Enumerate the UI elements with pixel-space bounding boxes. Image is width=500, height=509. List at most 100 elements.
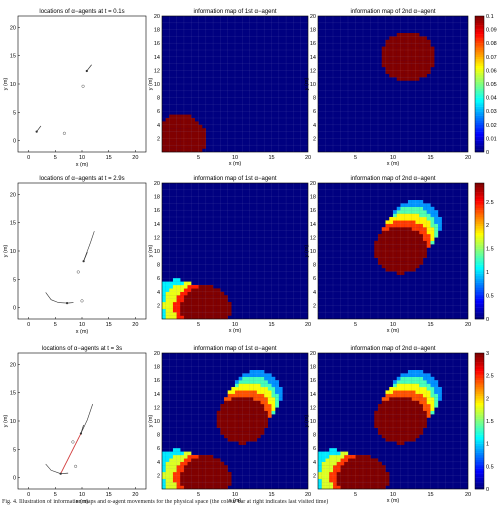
visited-cell [220, 427, 225, 432]
visited-cell [404, 410, 409, 415]
visited-cell [176, 478, 181, 483]
visited-cell [172, 478, 177, 483]
visited-cell [419, 70, 424, 74]
colorbar-step [475, 300, 484, 304]
visited-cell [385, 53, 390, 57]
visited-cell [162, 315, 166, 320]
visited-cell [393, 424, 397, 428]
visited-cell [275, 390, 279, 394]
visited-cell [404, 407, 409, 411]
colorbar-step [475, 484, 484, 487]
visited-cell [183, 458, 188, 462]
x-tick-label: 5 [354, 155, 357, 161]
visited-cell [245, 407, 250, 411]
visited-cell [194, 138, 199, 142]
visited-cell [205, 315, 210, 320]
y-tick-label: 4 [157, 290, 160, 296]
visited-cell [238, 400, 243, 405]
visited-cell [381, 254, 386, 258]
visited-cell [396, 393, 401, 398]
visited-cell [404, 257, 409, 262]
visited-cell [389, 50, 394, 54]
y-tick-label: 16 [154, 41, 160, 47]
visited-cell [321, 458, 326, 462]
visited-cell [220, 485, 225, 490]
visited-cell [348, 468, 352, 473]
visited-cell [275, 400, 279, 405]
visited-cell [231, 424, 236, 428]
visited-cell [267, 393, 272, 398]
visited-cell [325, 468, 330, 473]
visited-cell [411, 268, 416, 272]
x-tick-label: 10 [79, 492, 85, 498]
visited-cell [408, 373, 412, 377]
visited-cell [180, 455, 185, 459]
y-axis-label: y (m) [148, 415, 154, 428]
visited-cell [336, 458, 341, 462]
visited-cell [209, 308, 214, 313]
visited-cell [426, 380, 431, 384]
visited-cell [191, 298, 195, 303]
visited-cell [227, 438, 232, 442]
visited-cell [351, 475, 356, 479]
visited-cell [434, 234, 439, 238]
visited-cell [202, 465, 206, 469]
visited-cell [408, 213, 412, 218]
visited-cell [231, 417, 236, 422]
visited-cell [385, 240, 390, 245]
visited-cell [176, 305, 181, 309]
visited-cell [227, 410, 232, 415]
visited-cell [191, 475, 195, 479]
visited-cell [419, 217, 424, 221]
visited-cell [227, 308, 232, 313]
visited-cell [235, 383, 239, 388]
visited-cell [176, 288, 181, 292]
visited-cell [404, 73, 409, 78]
visited-cell [202, 305, 206, 309]
visited-cell [415, 230, 420, 235]
visited-cell [393, 210, 397, 214]
visited-cell [176, 461, 181, 466]
visited-cell [202, 141, 206, 146]
colorbar-step [475, 459, 484, 462]
visited-cell [396, 427, 401, 432]
visited-cell [408, 240, 412, 245]
visited-cell [430, 217, 435, 221]
visited-cell [404, 424, 409, 428]
y-tick-label: 18 [310, 28, 316, 34]
visited-cell [220, 478, 225, 483]
visited-cell [216, 312, 221, 316]
visited-cell [267, 383, 272, 388]
visited-cell [423, 404, 427, 408]
visited-cell [423, 414, 427, 418]
visited-cell [224, 427, 228, 432]
visited-cell [205, 302, 210, 306]
visited-cell [180, 298, 185, 303]
colorbar-step [475, 129, 484, 132]
visited-cell [381, 240, 386, 245]
visited-cell [198, 141, 203, 146]
visited-cell [378, 407, 382, 411]
visited-cell [423, 230, 427, 235]
visited-cell [344, 478, 349, 483]
visited-cell [423, 234, 427, 238]
colorbar-tick-label: 0.04 [486, 96, 497, 102]
visited-cell [393, 223, 397, 228]
visited-cell [374, 475, 379, 479]
visited-cell [183, 295, 188, 299]
visited-cell [415, 234, 420, 238]
colorbar-step [475, 307, 484, 311]
visited-cell [333, 455, 337, 459]
visited-cell [220, 421, 225, 425]
visited-cell [202, 472, 206, 476]
map-cells [381, 33, 435, 81]
visited-cell [381, 400, 386, 405]
visited-cell [408, 77, 412, 81]
visited-cell [245, 400, 250, 405]
visited-cell [191, 288, 195, 292]
visited-cell [426, 404, 431, 408]
visited-cell [415, 213, 420, 218]
visited-cell [194, 124, 199, 129]
visited-cell [242, 417, 247, 422]
colorbar-tick-label: 2 [486, 396, 489, 402]
